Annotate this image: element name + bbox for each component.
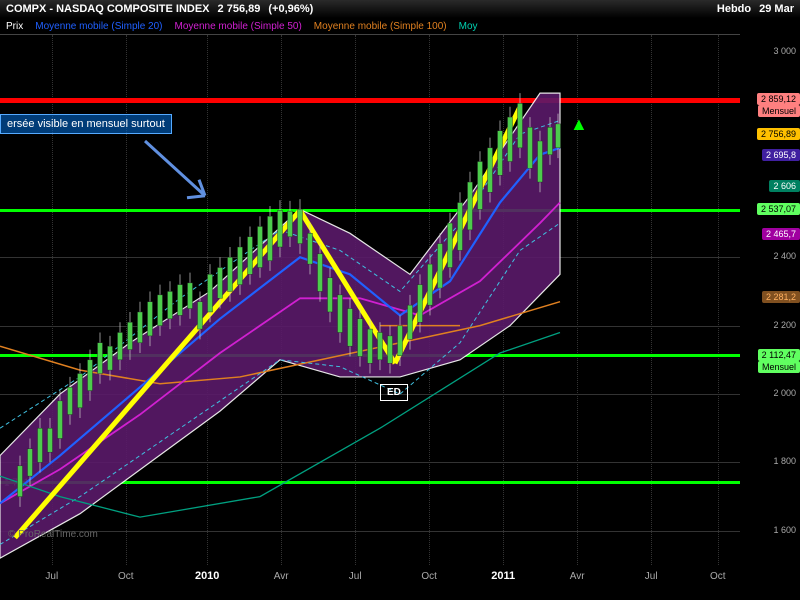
up-arrow-icon: ▲ [570,114,588,135]
x-tick-label: Jul [645,571,658,582]
price-change: (+0,96%) [268,3,313,15]
price-tag: 2 400 [769,250,800,262]
x-tick-label: 2011 [491,570,515,582]
legend-prix: Prix [6,21,23,32]
x-tick-label: Avr [570,571,585,582]
legend-ma20: Moyenne mobile (Simple 20) [35,21,162,32]
x-tick-label: Oct [118,571,134,582]
date-label: 29 Mar [759,3,794,15]
y-axis: 3 0002 859,12Mensuel2 756,892 695,82 606… [740,34,800,564]
symbol-title: COMPX - NASDAQ COMPOSITE INDEX [6,3,210,15]
price-tag: 3 000 [769,45,800,57]
x-tick-label: Oct [710,571,726,582]
annotation-box: ersée visible en mensuel surtout [0,114,172,134]
price-tag: 2 112,47 [758,349,800,361]
price-value: 2 756,89 [218,3,261,15]
legend-row: Prix Moyenne mobile (Simple 20) Moyenne … [0,18,800,34]
legend-ma100: Moyenne mobile (Simple 100) [314,21,447,32]
price-tag: 2 756,89 [757,128,800,140]
price-tag: 2 537,07 [757,203,800,215]
x-tick-label: 2010 [195,570,219,582]
price-tag-sub: Mensuel [758,105,800,117]
x-tick-label: Jul [45,571,58,582]
legend-ma50: Moyenne mobile (Simple 50) [175,21,302,32]
price-tag-sub: Mensuel [758,361,800,373]
ed-label: ED [380,384,408,401]
legend-extra: Moy [459,21,478,32]
price-tag: 2 200 [769,319,800,331]
price-tag: 2 859,12 [757,93,800,105]
chart-canvas[interactable]: 1 741ersée visible en mensuel surtoutED▲… [0,34,740,564]
timeframe-label: Hebdo [717,3,751,15]
x-tick-label: Avr [274,571,289,582]
x-axis: Jul Oct 2010 Avr Jul Oct 2011 Avr Jul Oct [0,564,740,600]
price-tag: 2 465,7 [762,228,800,240]
price-tag: 2 281,2 [762,291,800,303]
price-tag: 1 600 [769,524,800,536]
price-tag: 2 606 [769,180,800,192]
chart-header: COMPX - NASDAQ COMPOSITE INDEX 2 756,89 … [0,0,800,18]
price-tag: 2 695,8 [762,149,800,161]
x-tick-label: Oct [421,571,437,582]
watermark: © ProRealTime.com [8,529,98,540]
x-tick-label: Jul [349,571,362,582]
price-tag: 1 800 [769,455,800,467]
price-tag: 2 000 [769,387,800,399]
